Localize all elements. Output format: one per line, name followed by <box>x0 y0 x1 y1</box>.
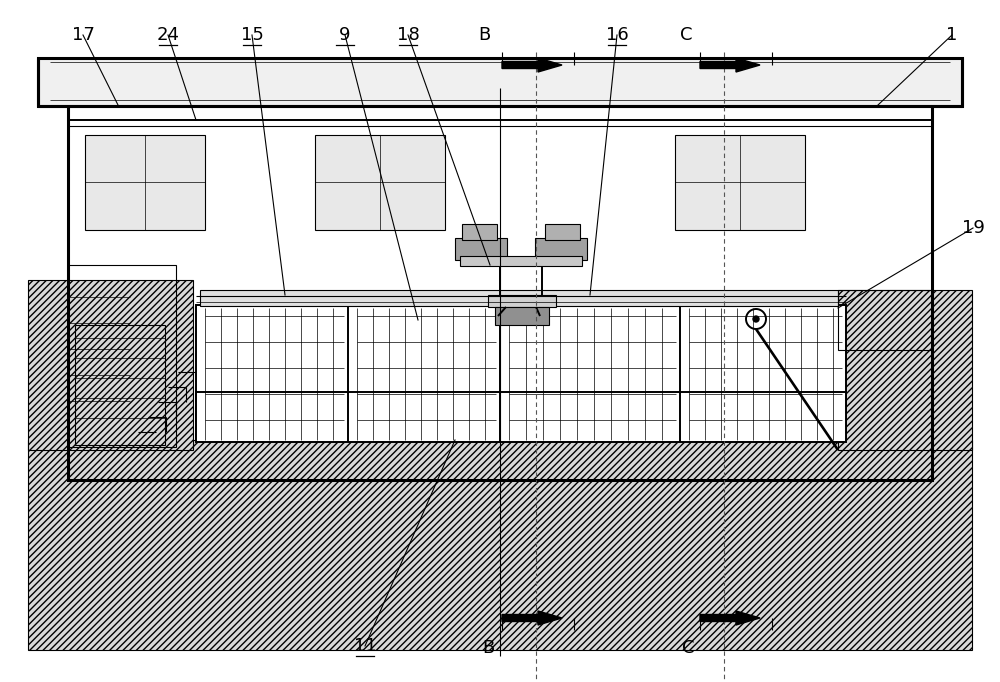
Circle shape <box>753 316 759 322</box>
Text: B: B <box>482 639 494 657</box>
Text: 15: 15 <box>241 26 263 44</box>
Bar <box>196 392 846 442</box>
Bar <box>460 256 582 266</box>
FancyArrow shape <box>700 58 760 72</box>
Text: 9: 9 <box>339 26 351 44</box>
Bar <box>315 135 445 230</box>
Bar <box>462 224 497 240</box>
Bar <box>38 58 962 106</box>
Bar <box>200 290 838 306</box>
Text: C: C <box>682 639 694 657</box>
Bar <box>488 295 556 307</box>
Bar <box>545 224 580 240</box>
Bar <box>68 100 932 480</box>
Bar <box>495 307 549 325</box>
Text: 19: 19 <box>962 219 984 237</box>
Bar <box>838 290 932 350</box>
Text: 18: 18 <box>397 26 419 44</box>
Text: B: B <box>478 26 490 44</box>
Bar <box>675 135 805 230</box>
Bar <box>455 238 507 260</box>
Text: 24: 24 <box>156 26 180 44</box>
FancyArrow shape <box>502 611 562 625</box>
FancyArrow shape <box>700 611 760 625</box>
Text: 16: 16 <box>606 26 628 44</box>
Bar <box>28 280 193 450</box>
Text: C: C <box>680 26 692 44</box>
Bar <box>85 135 205 230</box>
Bar <box>535 238 587 260</box>
Bar <box>196 305 846 440</box>
Bar <box>28 440 972 650</box>
Text: 11: 11 <box>354 637 376 655</box>
Text: 1: 1 <box>946 26 958 44</box>
Bar <box>68 265 176 447</box>
Bar <box>838 290 972 450</box>
Text: 17: 17 <box>72 26 94 44</box>
FancyArrow shape <box>502 58 562 72</box>
Bar <box>75 325 165 445</box>
